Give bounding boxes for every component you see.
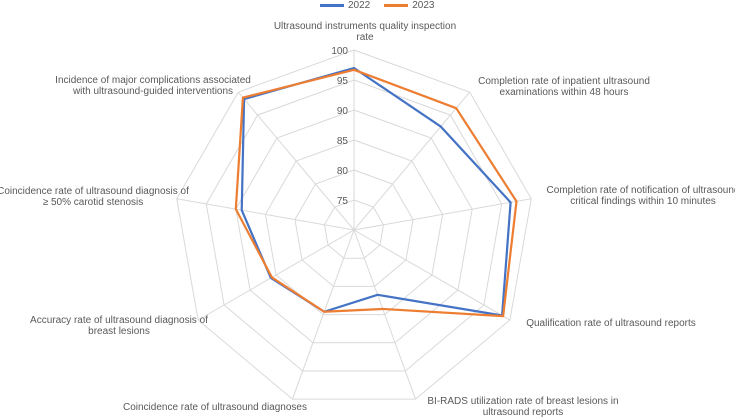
axis-label-3: Qualification rate of ultrasound reports <box>526 318 696 329</box>
spoke-5 <box>291 229 355 400</box>
axis-label-4: BI-RADS utilization rate of breast lesio… <box>427 396 618 418</box>
axis-label-0: Ultrasound instruments quality inspectio… <box>274 21 456 43</box>
radial-tick-85: 85 <box>337 136 349 147</box>
legend-item-2022: 2022 <box>320 0 370 11</box>
spoke-1 <box>353 91 471 231</box>
legend-item-2023: 2023 <box>384 0 435 11</box>
axis-label-line: Incidence of major complications associa… <box>55 75 251 86</box>
legend: 2022 2023 <box>320 0 435 11</box>
axis-label-line: Accuracy rate of ultrasound diagnosis of <box>30 315 208 326</box>
radial-tick-80: 80 <box>337 166 349 177</box>
axis-label-line: breast lesions <box>88 326 150 337</box>
legend-swatch-2023 <box>384 4 409 7</box>
spoke-7 <box>176 198 355 231</box>
grid-ring-85 <box>264 139 444 316</box>
axis-label-line: BI-RADS utilization rate of breast lesio… <box>427 396 618 407</box>
radial-tick-90: 90 <box>337 106 349 117</box>
series-line-2023 <box>234 68 518 318</box>
spoke-3 <box>353 229 511 321</box>
axis-label-2: Completion rate of notification of ultra… <box>547 185 735 207</box>
axis-label-line: Qualification rate of ultrasound reports <box>526 318 696 329</box>
spoke-2 <box>353 198 532 231</box>
grid-ring-100 <box>176 49 532 400</box>
radial-tick-95: 95 <box>337 76 349 87</box>
grid-ring-95 <box>205 79 503 372</box>
radial-tick-75: 75 <box>337 196 349 207</box>
axis-label-line: ≥ 50% carotid stenosis <box>43 197 144 208</box>
axis-label-7: Coincidence rate of ultrasound diagnosis… <box>0 186 189 208</box>
grid-ring-90 <box>235 109 473 344</box>
axis-label-line: Completion rate of inpatient ultrasound <box>478 76 650 87</box>
axis-label-1: Completion rate of inpatient ultrasound e… <box>478 76 650 98</box>
legend-label-2023: 2023 <box>412 0 435 11</box>
axis-label-line: ultrasound reports <box>483 407 564 418</box>
legend-swatch-2022 <box>320 4 344 7</box>
spoke-4 <box>353 229 417 400</box>
axis-label-8: Incidence of major complications associa… <box>55 75 251 97</box>
grid-ring-75 <box>323 199 385 259</box>
axis-label-line: Ultrasound instruments quality inspectio… <box>274 21 456 32</box>
series-line-2022 <box>240 66 512 317</box>
radial-tick-100: 100 <box>331 46 348 57</box>
axis-label-line: critical findings within 10 minutes <box>570 196 716 207</box>
axis-label-5: Coincidence rate of ultrasound diagnoses <box>123 402 307 413</box>
spoke-8 <box>237 91 355 231</box>
spoke-6 <box>197 229 355 321</box>
axis-label-line: rate <box>356 32 374 43</box>
axis-label-line: Coincidence rate of ultrasound diagnosis… <box>0 186 189 197</box>
axis-label-line: Completion rate of notification of ultra… <box>547 185 735 196</box>
grid-ring-80 <box>294 169 414 287</box>
axis-label-line: with ultrasound-guided interventions <box>72 86 233 97</box>
axis-label-line: examinations within 48 hours <box>500 87 629 98</box>
axis-label-line: Coincidence rate of ultrasound diagnoses <box>123 402 307 413</box>
axis-label-6: Accuracy rate of ultrasound diagnosis of… <box>30 315 208 337</box>
legend-label-2022: 2022 <box>348 0 371 11</box>
